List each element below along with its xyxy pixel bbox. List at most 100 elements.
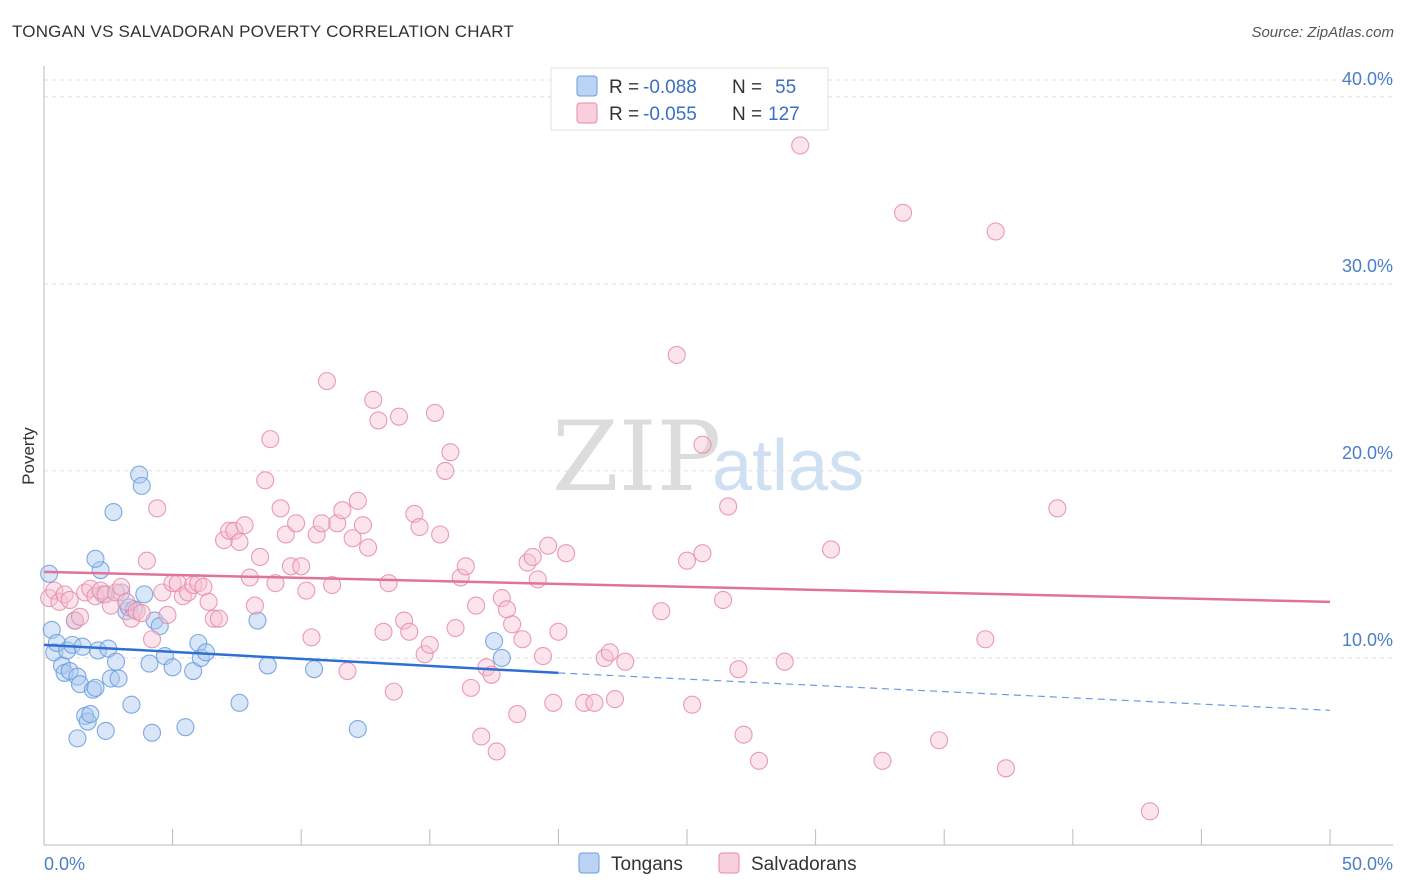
salvadoran-point xyxy=(400,622,419,641)
salvadoran-point xyxy=(456,557,475,576)
salvadoran-point xyxy=(256,471,275,490)
salvadoran-point xyxy=(410,517,429,537)
salvadoran-point xyxy=(374,622,393,641)
legend-r-value-salvadorans: -0.055 xyxy=(643,104,697,125)
x-tick-max: 50.0% xyxy=(1342,854,1393,874)
salvadoran-point xyxy=(518,553,537,572)
salvadoran-point xyxy=(533,647,553,666)
salvadoran-point xyxy=(976,630,995,649)
salvadoran-point xyxy=(245,596,264,615)
tongan-point xyxy=(492,648,511,668)
salvadoran-point xyxy=(333,501,352,520)
tongan-point xyxy=(135,585,154,604)
salvadoran-point xyxy=(446,618,465,638)
salvadoran-point xyxy=(307,525,326,544)
salvadoran-point xyxy=(487,742,506,761)
salvadoran-point xyxy=(425,403,444,422)
salvadoran-point xyxy=(734,725,753,744)
legend-r-label-2: R = xyxy=(609,104,639,125)
legend-r-value-tongans: -0.088 xyxy=(643,77,697,98)
salvadoran-point xyxy=(297,581,316,600)
salvadoran-point xyxy=(369,411,388,430)
salvadoran-point xyxy=(287,514,306,533)
salvadoran-point xyxy=(117,592,136,611)
tongan-trend-line xyxy=(43,643,559,675)
salvadoran-point xyxy=(585,693,604,712)
salvadoran-point xyxy=(199,592,218,611)
tongan-point xyxy=(112,583,131,602)
tongan-point xyxy=(248,611,267,630)
salvadoran-point xyxy=(436,461,455,480)
tongan-point xyxy=(230,693,249,712)
salvadoran-point xyxy=(513,630,532,649)
salvadoran-point xyxy=(389,407,408,426)
salvadoran-point xyxy=(353,516,372,535)
salvadoran-point xyxy=(595,648,614,668)
salvadoran-point xyxy=(266,574,285,593)
tongan-point xyxy=(104,503,123,522)
salvadoran-point xyxy=(148,499,167,518)
legend-r-label-1: R = xyxy=(609,77,639,98)
salvadoran-point xyxy=(791,136,810,155)
tongan-point xyxy=(109,669,128,688)
salvadoran-point xyxy=(549,622,568,641)
tongan-point xyxy=(68,667,87,686)
salvadoran-point xyxy=(292,557,311,576)
salvadoran-point xyxy=(395,611,414,630)
tongan-point xyxy=(106,652,126,671)
salvadoran-point xyxy=(137,551,156,570)
tongan-point xyxy=(96,721,115,740)
legend-n-value-tongans: 55 xyxy=(775,77,796,98)
salvadoran-point xyxy=(235,516,254,535)
salvadoran-point xyxy=(575,693,594,712)
salvadoran-point xyxy=(719,497,738,516)
salvadoran-point xyxy=(359,538,378,557)
salvadoran-point xyxy=(523,547,542,567)
salvadoran-point xyxy=(250,547,270,567)
trend-lines xyxy=(43,570,1331,711)
salvadoran-point xyxy=(821,540,841,559)
tongan-point xyxy=(130,465,149,484)
tongan-trend-line-extension xyxy=(558,672,1331,711)
source-note: Source: ZipAtlas.com xyxy=(1251,24,1394,41)
salvadoran-point xyxy=(930,731,949,750)
watermark-zip: ZIP xyxy=(552,401,721,513)
tongan-point xyxy=(86,678,105,697)
salvadoran-point xyxy=(508,705,527,724)
salvadoran-point xyxy=(420,635,439,654)
tongan-point xyxy=(163,658,182,677)
salvadoran-point xyxy=(214,531,234,550)
y-tick-label-40: 40.0% xyxy=(1342,69,1393,89)
chart-title: TONGAN VS SALVADORAN POVERTY CORRELATION… xyxy=(12,22,514,41)
salvadoran-point xyxy=(230,532,249,552)
tongan-point xyxy=(122,695,141,714)
y-tick-label-20: 20.0% xyxy=(1342,443,1393,463)
legend-n-label-2: N = xyxy=(732,104,762,125)
y-tick-label-30: 30.0% xyxy=(1342,256,1393,276)
salvadoran-point xyxy=(153,583,172,602)
salvadoran-point xyxy=(276,525,295,544)
tongan-point xyxy=(142,723,162,742)
salvadoran-point xyxy=(600,643,619,662)
tongan-point xyxy=(485,632,504,651)
salvadoran-point xyxy=(677,551,697,570)
tongan-point xyxy=(40,564,59,583)
salvadoran-point xyxy=(106,583,126,602)
axes xyxy=(43,66,1393,846)
salvadoran-point xyxy=(70,607,90,626)
salvadoran-point xyxy=(528,570,547,589)
salvadoran-point xyxy=(775,652,794,671)
legend-swatch-salvadorans xyxy=(576,102,598,124)
salvadoran-point xyxy=(616,652,635,671)
salvadoran-point xyxy=(317,372,336,391)
tongan-point xyxy=(189,633,208,653)
tongan-point xyxy=(68,729,87,748)
legend-n-label-1: N = xyxy=(732,77,762,98)
tongan-point xyxy=(83,680,102,699)
salvadoran-point xyxy=(557,544,576,563)
salvadoran-point xyxy=(225,521,244,540)
salvadoran-point xyxy=(338,662,357,681)
y-tick-labels: 10.0% 20.0% 30.0% 40.0% xyxy=(1342,69,1393,650)
salvadoran-point xyxy=(364,390,383,409)
salvadoran-point xyxy=(431,525,450,544)
